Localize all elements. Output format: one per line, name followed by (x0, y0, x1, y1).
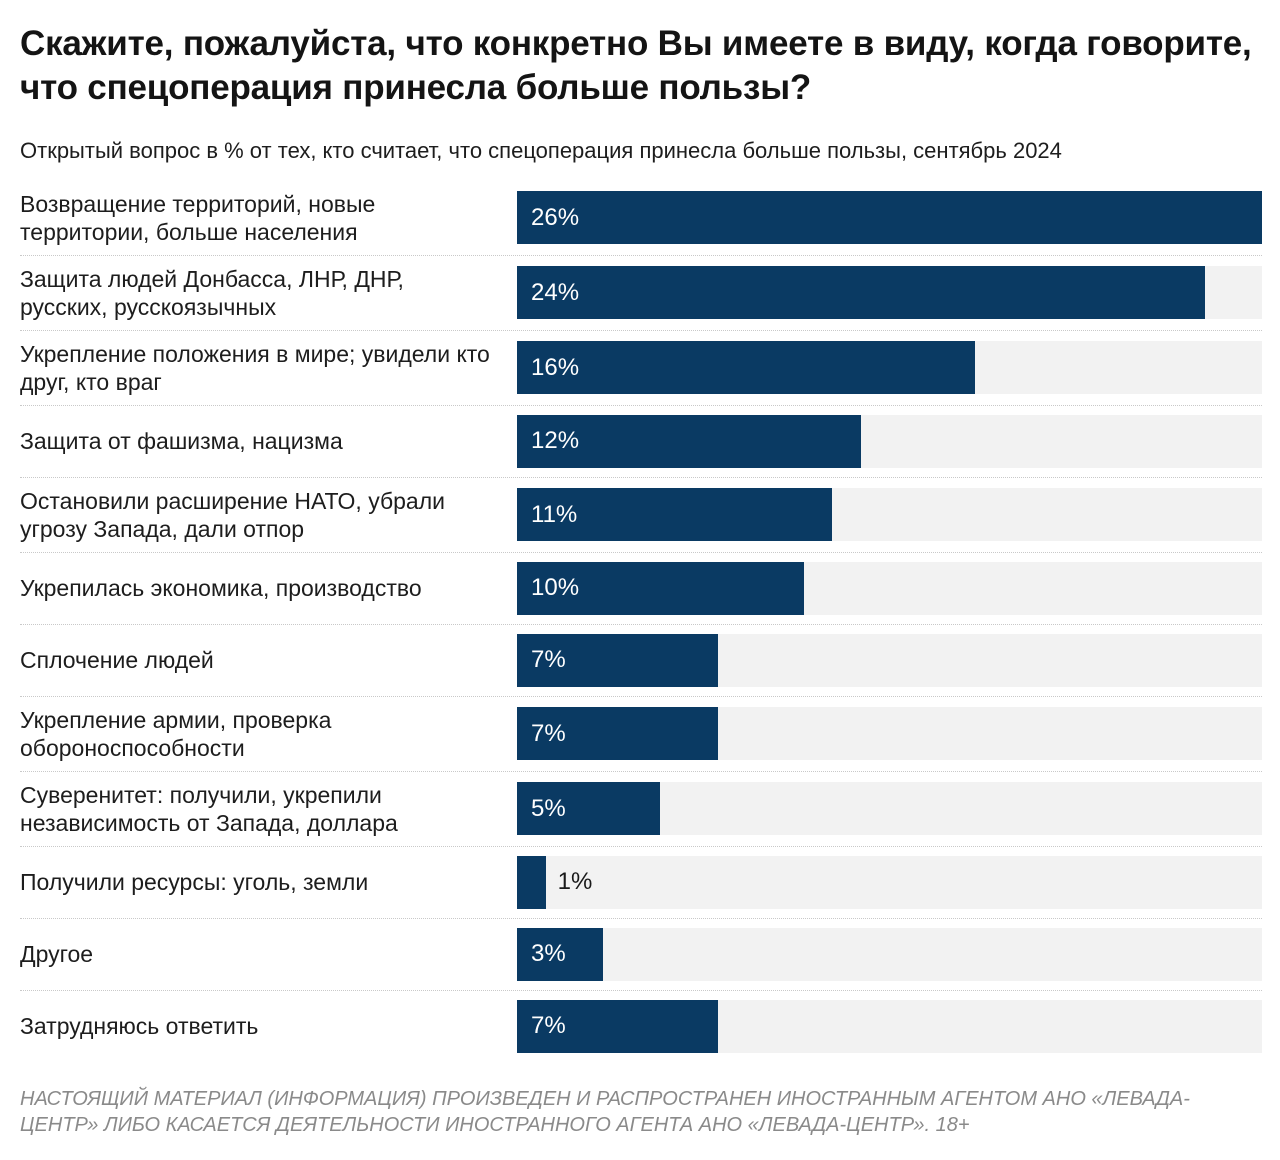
value-label: 3% (531, 940, 566, 968)
bar-track: 24% (517, 266, 1262, 320)
bar-track: 3% (517, 927, 1262, 981)
category-label: Защита от фашизма, нацизма (20, 428, 343, 455)
bar-row: Укрепилась экономика, производство 10% (20, 553, 1262, 625)
bar-row: Получили ресурсы: уголь, земли 1% (20, 847, 1262, 919)
bar-track: 7% (517, 633, 1262, 687)
value-label: 7% (531, 719, 566, 747)
bar: 12% (517, 414, 861, 468)
bar: 5% (517, 782, 661, 836)
bar: 11% (517, 488, 833, 542)
bar-row: Укрепление положения в мире; увидели кто… (20, 331, 1262, 406)
attribution: Создано с помощью Datawrapper (20, 1158, 1262, 1160)
foreign-agent-disclaimer: НАСТОЯЩИЙ МАТЕРИАЛ (ИНФОРМАЦИЯ) ПРОИЗВЕД… (20, 1087, 1190, 1136)
bar-track: 7% (517, 999, 1262, 1053)
bar-track: 5% (517, 782, 1262, 836)
bar: 10% (517, 561, 804, 615)
bar: 26% (517, 191, 1262, 245)
category-label: Сплочение людей (20, 647, 214, 674)
bar-row: Остановили расширение НАТО, убрали угроз… (20, 478, 1262, 553)
bar-row: Суверенитет: получили, укрепили независи… (20, 772, 1262, 847)
datawrapper-link[interactable]: Datawrapper (185, 1158, 282, 1160)
value-label: 16% (531, 353, 580, 381)
category-label: Укрепление армии, проверка обороноспособ… (20, 706, 332, 761)
bar-track: 10% (517, 561, 1262, 615)
bar: 16% (517, 341, 976, 395)
category-label: Возвращение территорий, новые территории… (20, 190, 376, 245)
attribution-text: Создано с помощью (20, 1158, 185, 1160)
value-label: 10% (531, 574, 580, 602)
bar-row: Другое 3% (20, 919, 1262, 991)
category-label: Получили ресурсы: уголь, земли (20, 869, 369, 896)
bar-row: Защита людей Донбасса, ЛНР, ДНР, русских… (20, 256, 1262, 331)
category-label: Защита людей Донбасса, ЛНР, ДНР, русских… (20, 265, 404, 320)
value-label: 7% (531, 1012, 566, 1040)
value-label: 7% (531, 646, 566, 674)
bar-track: 26% (517, 191, 1262, 245)
bar-row: Возвращение территорий, новые территории… (20, 181, 1262, 256)
bar: 7% (517, 633, 718, 687)
bar: 24% (517, 266, 1205, 320)
bar-track: 12% (517, 414, 1262, 468)
value-label: 5% (531, 794, 566, 822)
value-label: 12% (531, 427, 580, 455)
bar: 3% (517, 927, 603, 981)
bar-row: Защита от фашизма, нацизма 12% (20, 406, 1262, 478)
bar-track: 7% (517, 707, 1262, 761)
bar-row: Укрепление армии, проверка обороноспособ… (20, 697, 1262, 772)
chart-subtitle: Открытый вопрос в % от тех, кто считает,… (20, 138, 1062, 164)
value-label: 1% (557, 868, 593, 896)
chart-footer: НАСТОЯЩИЙ МАТЕРИАЛ (ИНФОРМАЦИЯ) ПРОИЗВЕД… (20, 1086, 1262, 1160)
bar: 7% (517, 707, 718, 761)
bar: 7% (517, 999, 718, 1053)
category-label: Другое (20, 941, 94, 968)
category-label: Укрепление положения в мире; увидели кто… (20, 340, 490, 395)
chart-title: Скажите, пожалуйста, что конкретно Вы им… (20, 24, 1252, 108)
bar-track: 1% (517, 855, 1262, 909)
value-label: 26% (531, 203, 580, 231)
category-label: Затрудняюсь ответить (20, 1013, 259, 1040)
bar-row: Сплочение людей 7% (20, 625, 1262, 697)
value-label: 24% (531, 278, 580, 306)
category-label: Суверенитет: получили, укрепили независи… (20, 781, 398, 836)
bar-chart: Возвращение территорий, новые территории… (20, 181, 1262, 1062)
value-label: 11% (531, 500, 578, 528)
bar-row: Затрудняюсь ответить 7% (20, 991, 1262, 1062)
bar-track: 16% (517, 341, 1262, 395)
category-label: Укрепилась экономика, производство (20, 575, 422, 602)
bar (517, 855, 546, 909)
category-label: Остановили расширение НАТО, убрали угроз… (20, 487, 445, 542)
bar-track: 11% (517, 488, 1262, 542)
